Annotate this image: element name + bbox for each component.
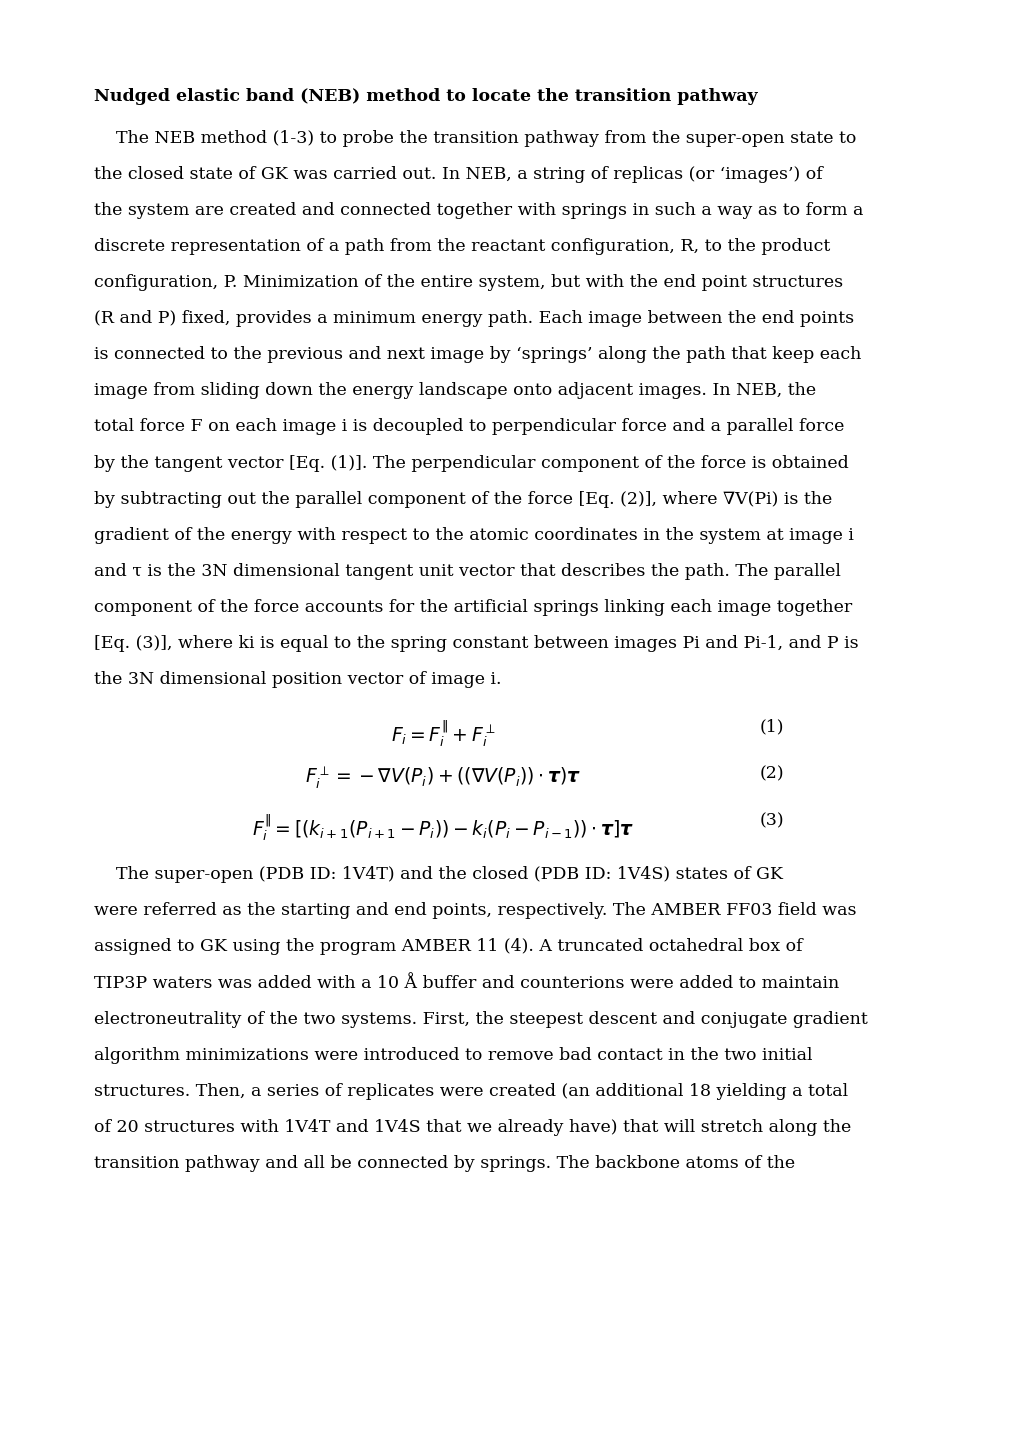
Text: (1): (1) — [759, 719, 784, 734]
Text: structures. Then, a series of replicates were created (an additional 18 yielding: structures. Then, a series of replicates… — [94, 1082, 847, 1100]
Text: by subtracting out the parallel component of the force [Eq. (2)], where ∇V(Pi) i: by subtracting out the parallel componen… — [94, 491, 832, 508]
Text: The NEB method (1-3) to probe the transition pathway from the super-open state t: The NEB method (1-3) to probe the transi… — [94, 130, 856, 147]
Text: gradient of the energy with respect to the atomic coordinates in the system at i: gradient of the energy with respect to t… — [94, 527, 853, 544]
Text: TIP3P waters was added with a 10 Å buffer and counterions were added to maintain: TIP3P waters was added with a 10 Å buffe… — [94, 974, 839, 991]
Text: $F_i^{\|} = [(k_{i+1}(P_{i+1} - P_i)) - k_i(P_i - P_{i-1}))\cdot\boldsymbol{\tau: $F_i^{\|} = [(k_{i+1}(P_{i+1} - P_i)) - … — [252, 812, 634, 843]
Text: (2): (2) — [759, 765, 784, 782]
Text: (R and P) fixed, provides a minimum energy path. Each image between the end poin: (R and P) fixed, provides a minimum ener… — [94, 310, 853, 328]
Text: [Eq. (3)], where ki is equal to the spring constant between images Pi and Pi-1, : [Eq. (3)], where ki is equal to the spri… — [94, 635, 858, 652]
Text: total force F on each image i is decoupled to perpendicular force and a parallel: total force F on each image i is decoupl… — [94, 418, 844, 436]
Text: $F_i^{\perp} = -\nabla V(P_i) + ((\nabla V(P_i))\cdot\boldsymbol{\tau})\boldsymb: $F_i^{\perp} = -\nabla V(P_i) + ((\nabla… — [305, 765, 581, 791]
Text: electroneutrality of the two systems. First, the steepest descent and conjugate : electroneutrality of the two systems. Fi… — [94, 1010, 867, 1027]
Text: (3): (3) — [759, 812, 784, 830]
Text: The super-open (PDB ID: 1V4T) and the closed (PDB ID: 1V4S) states of GK: The super-open (PDB ID: 1V4T) and the cl… — [94, 866, 783, 883]
Text: image from sliding down the energy landscape onto adjacent images. In NEB, the: image from sliding down the energy lands… — [94, 382, 815, 400]
Text: transition pathway and all be connected by springs. The backbone atoms of the: transition pathway and all be connected … — [94, 1154, 795, 1172]
Text: algorithm minimizations were introduced to remove bad contact in the two initial: algorithm minimizations were introduced … — [94, 1046, 812, 1063]
Text: were referred as the starting and end points, respectively. The AMBER FF03 field: were referred as the starting and end po… — [94, 902, 856, 919]
Text: $F_i = F_i^{\|} + F_i^{\perp}$: $F_i = F_i^{\|} + F_i^{\perp}$ — [390, 719, 495, 749]
Text: by the tangent vector [Eq. (1)]. The perpendicular component of the force is obt: by the tangent vector [Eq. (1)]. The per… — [94, 455, 848, 472]
Text: the system are created and connected together with springs in such a way as to f: the system are created and connected tog… — [94, 202, 862, 219]
Text: is connected to the previous and next image by ‘springs’ along the path that kee: is connected to the previous and next im… — [94, 346, 860, 364]
Text: discrete representation of a path from the reactant configuration, R, to the pro: discrete representation of a path from t… — [94, 238, 829, 255]
Text: assigned to GK using the program AMBER 11 (4). A truncated octahedral box of: assigned to GK using the program AMBER 1… — [94, 938, 802, 955]
Text: and τ is the 3N dimensional tangent unit vector that describes the path. The par: and τ is the 3N dimensional tangent unit… — [94, 563, 840, 580]
Text: of 20 structures with 1V4T and 1V4S that we already have) that will stretch alon: of 20 structures with 1V4T and 1V4S that… — [94, 1118, 851, 1136]
Text: Nudged elastic band (NEB) method to locate the transition pathway: Nudged elastic band (NEB) method to loca… — [94, 88, 757, 105]
Text: the closed state of GK was carried out. In NEB, a string of replicas (or ‘images: the closed state of GK was carried out. … — [94, 166, 822, 183]
Text: configuration, P. Minimization of the entire system, but with the end point stru: configuration, P. Minimization of the en… — [94, 274, 843, 291]
Text: the 3N dimensional position vector of image i.: the 3N dimensional position vector of im… — [94, 671, 501, 688]
Text: component of the force accounts for the artificial springs linking each image to: component of the force accounts for the … — [94, 599, 852, 616]
